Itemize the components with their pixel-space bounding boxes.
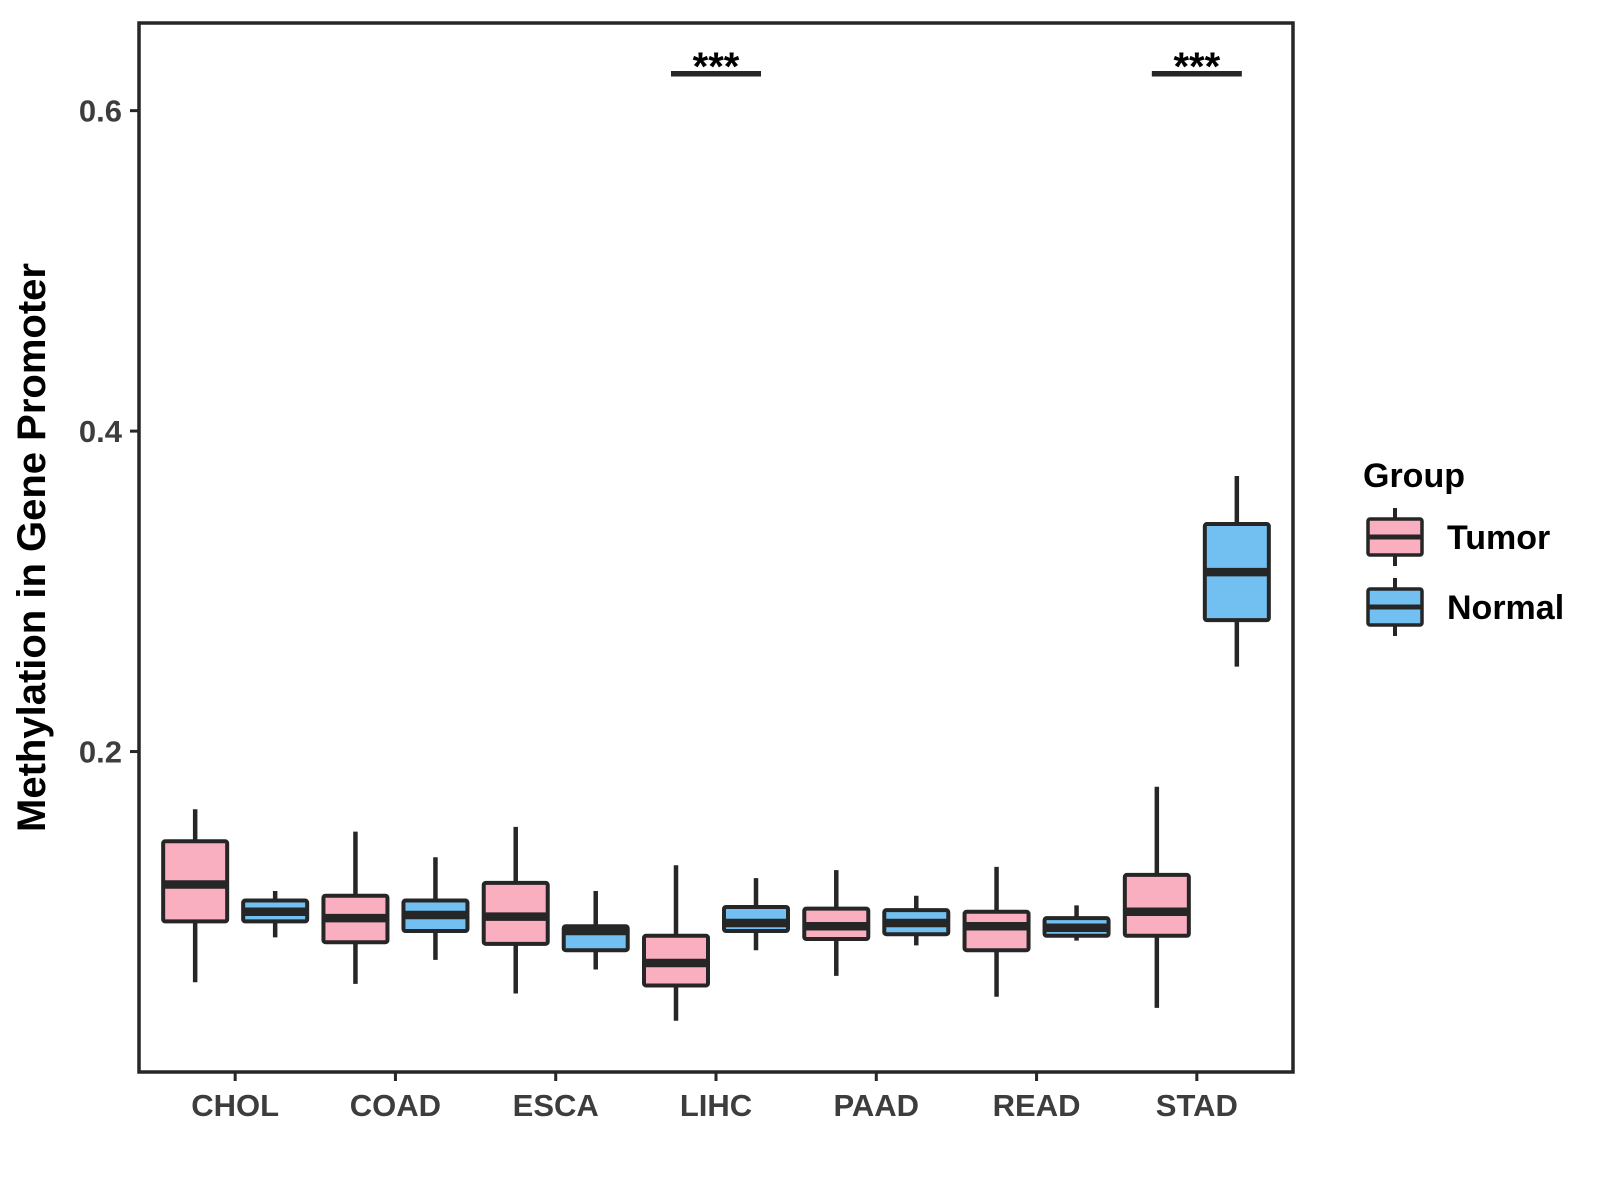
box-LIHC-tumor xyxy=(642,865,710,1021)
box-STAD-tumor xyxy=(1122,786,1191,1008)
box-ESCA-tumor xyxy=(481,826,550,994)
significance-stars: *** xyxy=(1173,45,1220,89)
legend-label: Normal xyxy=(1447,589,1564,627)
box-CHOL-tumor xyxy=(161,809,230,983)
y-axis-title: Methylation in Gene Promoter xyxy=(10,263,54,832)
legend-title: Group xyxy=(1363,457,1465,495)
box-READ-tumor xyxy=(962,866,1031,997)
x-axis-category-label: LIHC xyxy=(680,1088,752,1123)
iqr-box xyxy=(1122,872,1191,938)
x-axis-category-label: READ xyxy=(993,1088,1081,1123)
box-ESCA-normal xyxy=(561,890,630,970)
x-axis-category-label: ESCA xyxy=(513,1088,599,1123)
box-STAD-normal xyxy=(1202,475,1271,667)
box-COAD-normal xyxy=(401,857,470,960)
legend-label: Tumor xyxy=(1447,519,1550,557)
box-CHOL-normal xyxy=(241,890,310,938)
significance-stars: *** xyxy=(693,45,740,89)
legend: Group Tumor Normal xyxy=(1363,457,1564,636)
x-axis-category-label: PAAD xyxy=(834,1088,920,1123)
legend-key-tumor xyxy=(1366,508,1424,566)
x-axis-category-label: CHOL xyxy=(191,1088,279,1123)
box-PAAD-tumor xyxy=(802,870,871,976)
y-axis-tick-label: 0.4 xyxy=(79,414,123,449)
iqr-box xyxy=(962,909,1031,953)
y-axis-tick-label: 0.2 xyxy=(79,735,122,770)
box-LIHC-normal xyxy=(722,878,790,951)
significance-STAD: *** xyxy=(1151,45,1242,89)
significance-LIHC: *** xyxy=(671,45,761,89)
x-axis-category-label: STAD xyxy=(1156,1088,1238,1123)
y-axis-tick-label: 0.6 xyxy=(79,94,122,129)
box-COAD-tumor xyxy=(321,831,390,984)
x-axis-category-label: COAD xyxy=(350,1088,441,1123)
box-PAAD-normal xyxy=(882,895,951,946)
legend-key-normal xyxy=(1366,578,1424,636)
box-READ-normal xyxy=(1042,905,1111,941)
